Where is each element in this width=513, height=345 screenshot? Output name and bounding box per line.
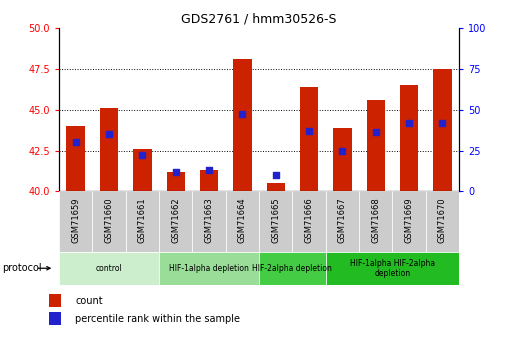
Bar bbox=[300, 87, 318, 191]
Bar bbox=[192, 191, 226, 252]
Text: HIF-1alpha HIF-2alpha
depletion: HIF-1alpha HIF-2alpha depletion bbox=[350, 258, 435, 278]
Bar bbox=[326, 252, 459, 285]
Text: GSM71661: GSM71661 bbox=[138, 198, 147, 243]
Bar bbox=[392, 191, 426, 252]
Bar bbox=[259, 252, 326, 285]
Point bbox=[71, 139, 80, 145]
Bar bbox=[159, 191, 192, 252]
Bar bbox=[126, 191, 159, 252]
Point bbox=[238, 112, 246, 117]
Point bbox=[105, 131, 113, 137]
Bar bbox=[367, 100, 385, 191]
Point bbox=[138, 152, 147, 158]
Text: GSM71660: GSM71660 bbox=[105, 198, 113, 243]
Point bbox=[205, 167, 213, 173]
Bar bbox=[326, 191, 359, 252]
Text: GSM71670: GSM71670 bbox=[438, 198, 447, 243]
Bar bbox=[49, 312, 61, 325]
Bar bbox=[233, 59, 251, 191]
Text: percentile rank within the sample: percentile rank within the sample bbox=[75, 314, 241, 324]
Bar bbox=[200, 170, 218, 191]
Bar bbox=[426, 191, 459, 252]
Text: HIF-1alpha depletion: HIF-1alpha depletion bbox=[169, 264, 249, 273]
Text: GSM71664: GSM71664 bbox=[238, 198, 247, 243]
Point bbox=[405, 120, 413, 125]
Text: protocol: protocol bbox=[3, 263, 42, 273]
Bar bbox=[359, 191, 392, 252]
Bar bbox=[259, 191, 292, 252]
Bar bbox=[49, 294, 61, 307]
Text: GSM71659: GSM71659 bbox=[71, 198, 80, 243]
Title: GDS2761 / hmm30526-S: GDS2761 / hmm30526-S bbox=[181, 12, 337, 25]
Bar bbox=[67, 126, 85, 191]
Bar bbox=[267, 183, 285, 191]
Point bbox=[371, 130, 380, 135]
Point bbox=[438, 120, 446, 125]
Text: GSM71662: GSM71662 bbox=[171, 198, 180, 243]
Bar bbox=[333, 128, 351, 191]
Text: GSM71665: GSM71665 bbox=[271, 198, 280, 243]
Bar bbox=[167, 172, 185, 191]
Text: GSM71667: GSM71667 bbox=[338, 198, 347, 243]
Text: GSM71668: GSM71668 bbox=[371, 198, 380, 243]
Bar bbox=[59, 191, 92, 252]
Bar bbox=[226, 191, 259, 252]
Text: count: count bbox=[75, 296, 103, 306]
Bar bbox=[292, 191, 326, 252]
Text: GSM71666: GSM71666 bbox=[305, 198, 313, 243]
Point bbox=[338, 148, 346, 153]
Text: control: control bbox=[95, 264, 123, 273]
Point bbox=[305, 128, 313, 134]
Point bbox=[271, 172, 280, 178]
Bar bbox=[59, 252, 159, 285]
Point bbox=[171, 169, 180, 175]
Bar bbox=[400, 85, 418, 191]
Bar bbox=[92, 191, 126, 252]
Text: GSM71663: GSM71663 bbox=[205, 198, 213, 243]
Bar bbox=[133, 149, 151, 191]
Bar bbox=[433, 69, 451, 191]
Text: HIF-2alpha depletion: HIF-2alpha depletion bbox=[252, 264, 332, 273]
Text: GSM71669: GSM71669 bbox=[405, 198, 413, 243]
Bar bbox=[100, 108, 118, 191]
Bar bbox=[159, 252, 259, 285]
